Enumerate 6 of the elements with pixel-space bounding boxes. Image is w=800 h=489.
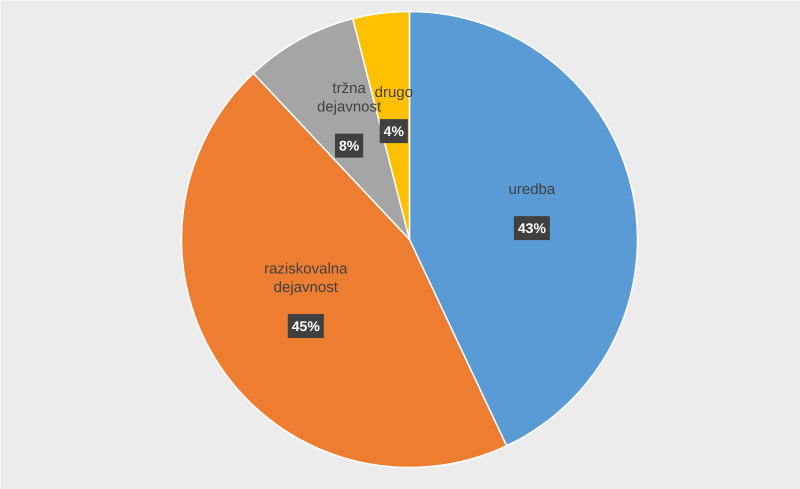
slice-label: raziskovalna dejavnost [264, 260, 348, 296]
data-label: 4% [384, 123, 404, 140]
data-label: 45% [292, 318, 320, 334]
data-label: 43% [518, 220, 546, 236]
data-label: 8% [338, 138, 360, 154]
slice-label: uredba [508, 181, 556, 198]
